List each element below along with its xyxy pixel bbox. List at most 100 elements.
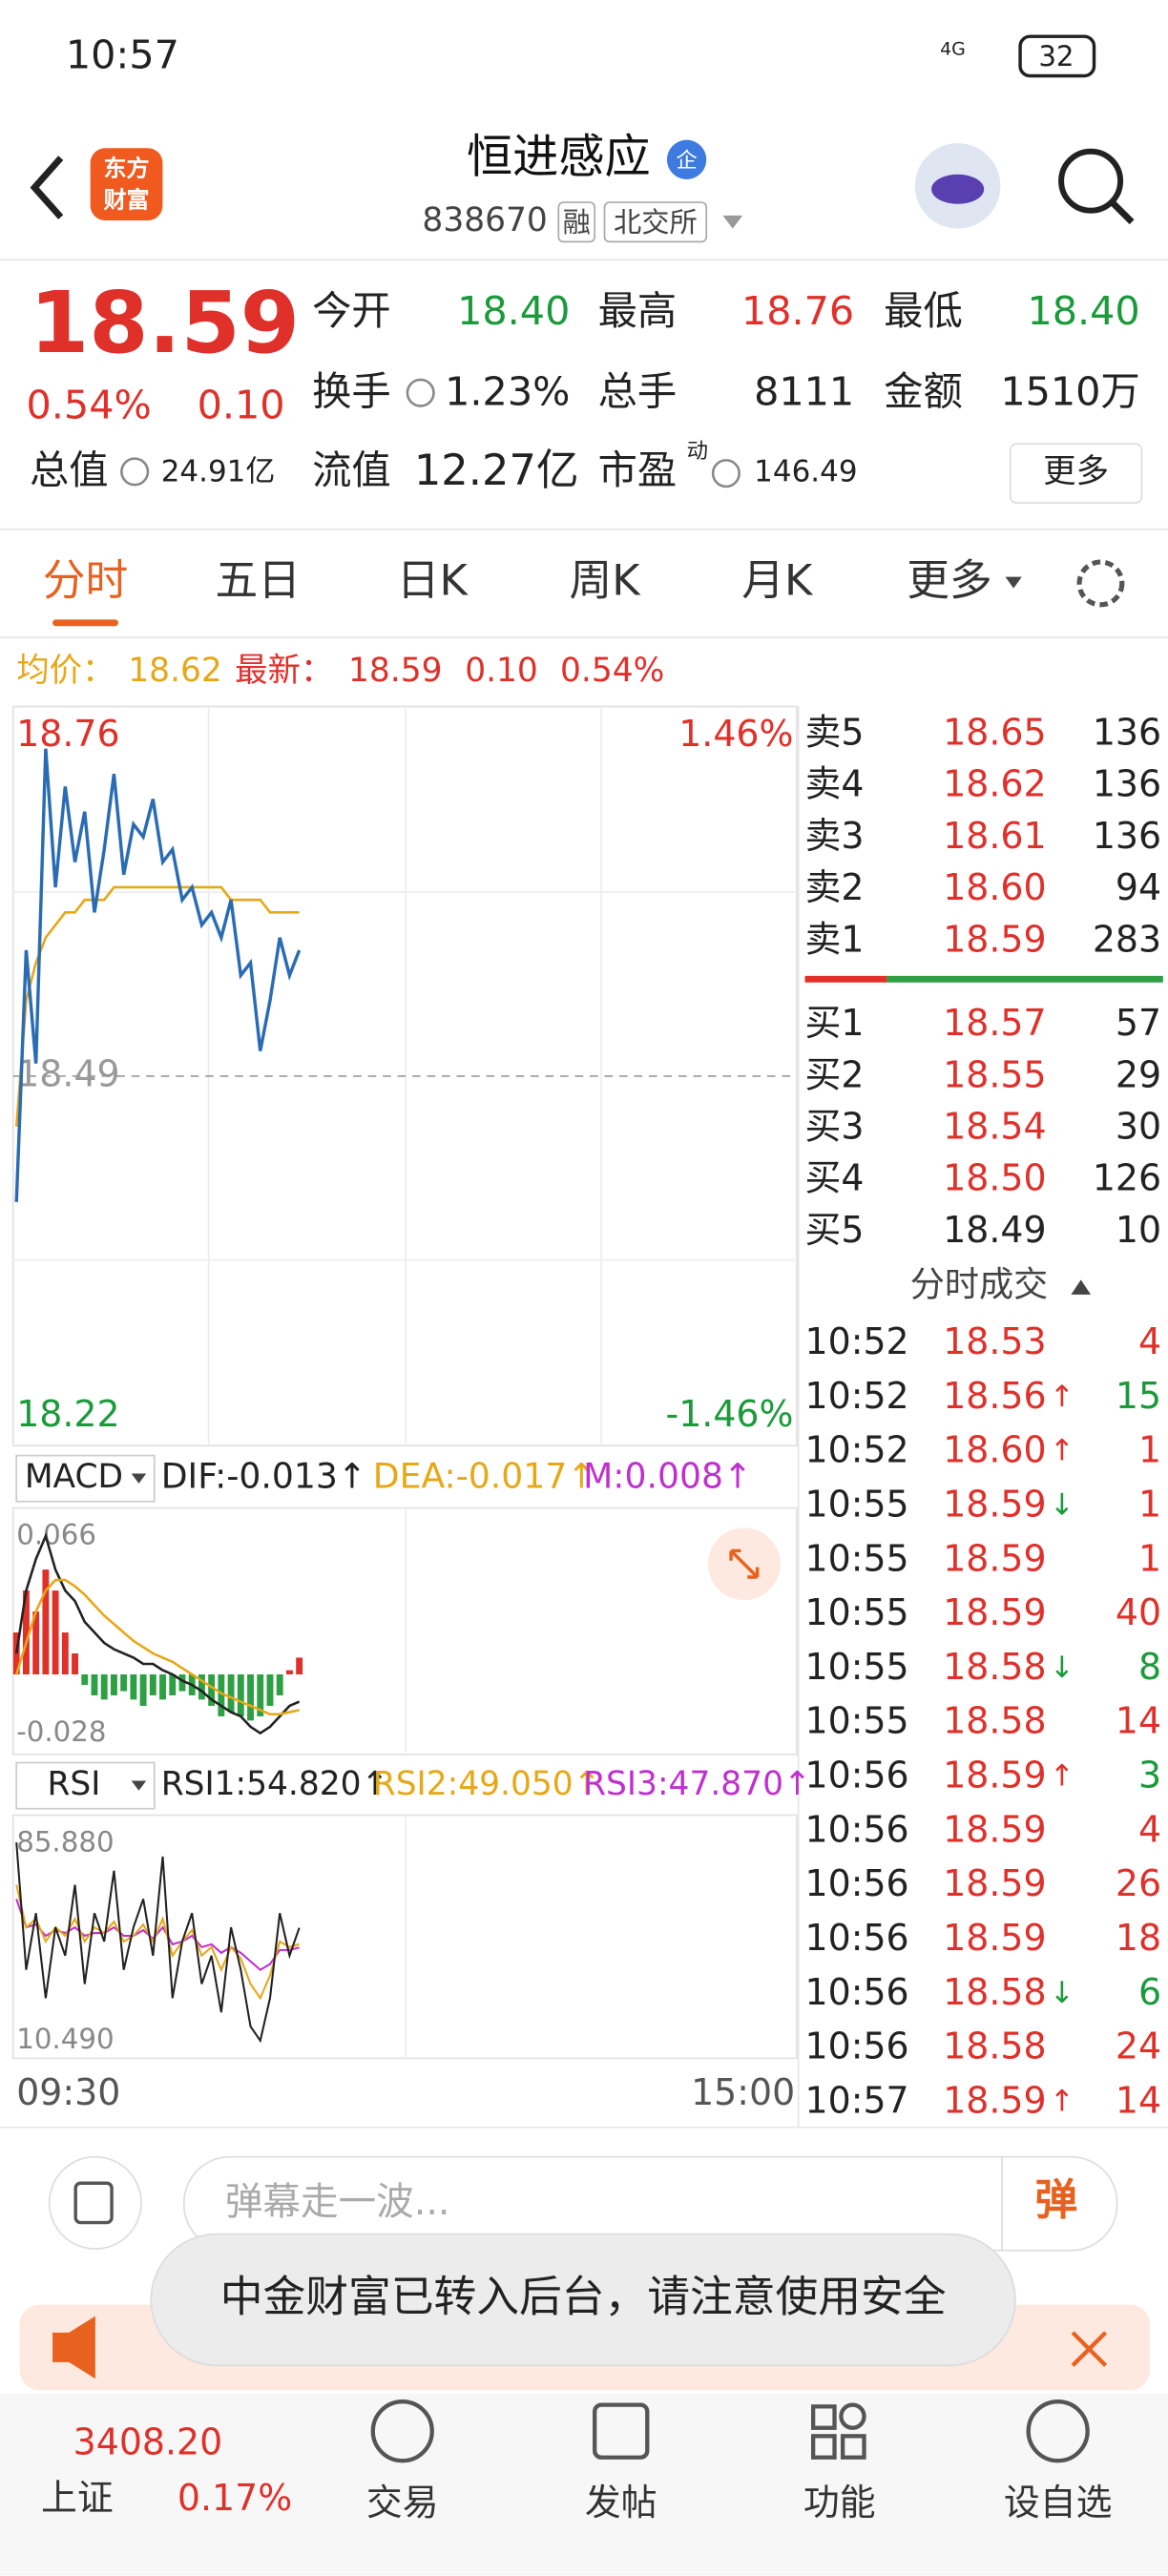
book-volume: 57 [1116,1002,1161,1044]
indicator-select[interactable] [15,1761,156,1810]
index-change[interactable]: 0.17% [177,2477,292,2519]
trade-price: 18.58 [943,2025,1046,2067]
y-min-label: -0.028 [16,1715,106,1748]
index-value[interactable]: 3408.20 [73,2420,223,2462]
network-label: 4G [940,38,966,59]
info-icon [711,459,740,488]
trade-price: 18.58 [943,1700,1046,1742]
field-label: 金额 [884,368,963,414]
field-value: 18.40 [1027,288,1139,334]
rsi1-line [15,1841,301,2044]
book-volume: 136 [1093,763,1161,805]
pct-max-label: 1.46% [678,713,793,755]
back-button[interactable] [30,156,64,219]
danmu-placeholder[interactable]: 弹幕走一波... [225,2180,450,2224]
trade-price: 18.56 [943,1375,1046,1417]
trade-price: 18.60 [943,1429,1046,1471]
trade-volume: 1 [1138,1429,1161,1471]
tab[interactable]: 更多 [907,554,991,605]
search-button[interactable] [1058,148,1124,214]
change: 0.10 [465,652,538,690]
book-volume: 10 [1116,1209,1161,1251]
logo[interactable] [90,148,163,221]
change: 0.10 [198,382,285,427]
last-price: 18.59 [30,274,300,373]
tag: 融 [563,206,591,239]
tab[interactable]: 日K [397,554,469,605]
nav-label[interactable]: 设自选 [1004,2482,1113,2524]
tab[interactable]: 周K [569,554,641,605]
trade-time: 10:56 [805,1862,909,1904]
rsi2-label: RSI2:49.050↑ [373,1765,601,1803]
trade-volume: 1 [1138,1537,1161,1579]
trade-volume: 40 [1116,1591,1161,1633]
danmu-settings[interactable] [48,2155,142,2250]
macd-bar [139,1673,147,1706]
macd-bar [130,1673,137,1700]
pct-min-label: -1.46% [666,1393,794,1435]
tab[interactable]: 月K [741,554,814,605]
info-icon [406,378,435,407]
field-label: 流值 [312,447,391,493]
dea-label: DEA:-0.017↑ [373,1456,596,1497]
nav-icon [1026,2399,1090,2463]
trade-time: 10:55 [805,1591,909,1633]
danmu-button[interactable]: 弹 [1035,2174,1078,2225]
danmu-icon [73,2181,114,2225]
avg-value: 18.62 [128,652,222,690]
nav-icon [593,2402,650,2460]
book-price: 18.55 [943,1053,1046,1095]
dropdown-icon[interactable] [722,215,743,229]
more-button[interactable] [1009,443,1143,504]
book-label: 买3 [805,1106,865,1148]
trade-price: 18.59 [943,1917,1046,1959]
macd-bar [61,1632,69,1674]
indicator-name[interactable]: RSI [48,1765,101,1803]
toast [150,2233,1016,2367]
more-button-label[interactable]: 更多 [1043,453,1109,491]
nav-label[interactable]: 发帖 [585,2482,657,2524]
book-volume: 283 [1093,918,1161,960]
tab[interactable]: 五日 [216,554,302,605]
dropdown-icon [1005,576,1022,589]
macd-bar [247,1673,254,1721]
trade-time: 10:57 [805,2079,909,2121]
dif-line [14,1532,301,1735]
macd-bar [81,1673,89,1685]
tab[interactable]: 分时 [43,554,129,605]
nav-label[interactable]: 功能 [803,2482,876,2524]
book-volume: 126 [1093,1157,1161,1199]
book-label: 买1 [805,1002,865,1044]
info-icon [120,457,150,487]
trade-price: 18.58 [943,1971,1046,2013]
macd-bar [266,1673,274,1706]
macd-bar [198,1673,205,1700]
settings-button[interactable] [1076,559,1125,608]
trade-time: 10:55 [805,1646,909,1688]
field-value: 146.49 [754,455,857,489]
battery-icon [1018,34,1096,78]
trade-volume: 15 [1116,1375,1161,1417]
macd-bar [227,1673,235,1713]
toast-text: 中金财富已转入后台，请注意使用安全 [220,2271,947,2321]
indicator-name[interactable]: MACD [25,1458,123,1496]
y-max-label: 0.066 [16,1518,96,1550]
trade-volume: 14 [1116,1700,1161,1742]
dropdown-icon [131,1780,147,1791]
nav-label[interactable]: 交易 [366,2482,439,2524]
dropdown-icon [131,1473,147,1484]
field-value: 24.91亿 [161,455,276,489]
close-button[interactable] [1071,2331,1108,2367]
nav-icon [370,2399,434,2463]
book-label: 买2 [805,1053,865,1095]
rsi1-label: RSI1:54.820↑ [161,1765,389,1803]
trades-title: 分时成交 [910,1263,1049,1304]
macd-bar [296,1657,303,1674]
indicator-select[interactable] [15,1454,156,1503]
index-name[interactable]: 上证 [41,2477,114,2519]
search-handle [1110,199,1135,225]
change-pct: 0.54% [27,382,152,427]
book-label: 卖4 [805,763,865,805]
